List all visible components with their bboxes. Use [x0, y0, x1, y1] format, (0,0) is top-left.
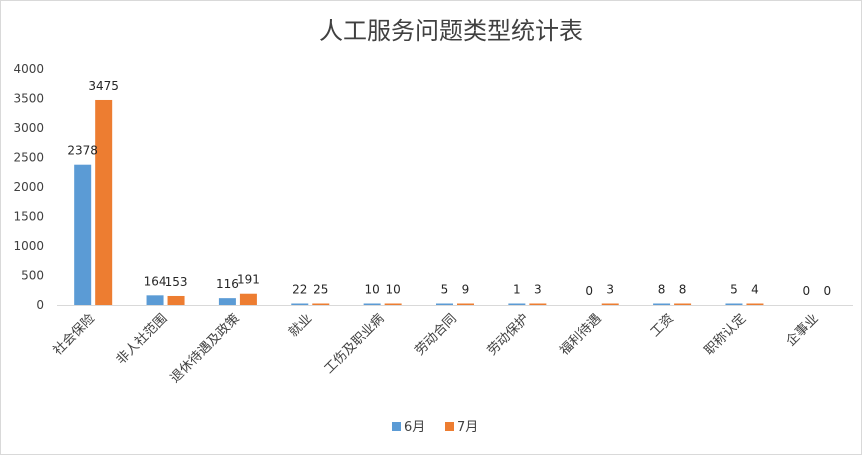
data-label: 1 — [513, 283, 521, 297]
y-tick-label: 1000 — [13, 239, 44, 253]
data-label: 3 — [606, 283, 614, 297]
legend-label: 7月 — [457, 420, 478, 435]
chart-title: 人工服务问题类型统计表 — [319, 17, 583, 45]
bar-jul — [674, 303, 692, 305]
bar-jun — [74, 164, 92, 305]
y-tick-label: 1500 — [13, 210, 44, 224]
category-label: 职称认定 — [702, 311, 749, 358]
bar-jun — [218, 298, 236, 305]
legend-swatch — [392, 422, 401, 431]
bar-jul — [601, 303, 619, 305]
data-label: 9 — [462, 283, 470, 297]
bar-jul — [95, 99, 113, 305]
bars — [74, 99, 764, 305]
bar-jul — [167, 295, 185, 305]
data-label: 25 — [313, 283, 328, 297]
data-label: 10 — [364, 283, 379, 297]
category-label: 非人社范围 — [113, 311, 170, 368]
data-label: 0 — [802, 284, 810, 298]
data-label: 5 — [441, 283, 449, 297]
data-label: 8 — [679, 283, 687, 297]
y-tick-label: 3500 — [13, 92, 44, 106]
y-tick-label: 0 — [36, 298, 44, 312]
y-tick-label: 500 — [21, 269, 44, 283]
data-label: 10 — [385, 283, 400, 297]
bar-jun — [653, 303, 671, 305]
category-label: 社会保险 — [50, 311, 98, 359]
data-label: 116 — [216, 277, 239, 291]
y-axis: 0 500 1000 1500 2000 2500 3000 3500 4000 — [13, 62, 44, 312]
category-label: 劳动合同 — [412, 311, 460, 359]
data-label: 0 — [585, 284, 593, 298]
legend-swatch — [445, 422, 454, 431]
bar-jun — [363, 303, 381, 305]
category-label: 企事业 — [783, 311, 822, 350]
bar-jun — [725, 303, 743, 305]
category-label: 福利待遇 — [557, 311, 604, 358]
data-label: 5 — [730, 283, 738, 297]
data-label: 164 — [144, 274, 167, 288]
data-label: 22 — [292, 283, 307, 297]
y-tick-label: 4000 — [13, 62, 44, 76]
data-label: 3475 — [88, 79, 119, 93]
legend-label: 6月 — [404, 420, 425, 435]
data-label: 153 — [165, 275, 188, 289]
data-label: 0 — [823, 284, 831, 298]
bar-jun — [146, 295, 164, 305]
bar-jul — [239, 293, 257, 305]
category-label: 劳动保护 — [484, 311, 532, 359]
bar-jul — [312, 303, 330, 305]
bar-jul — [746, 303, 764, 305]
category-label: 就业 — [286, 311, 315, 340]
bar-jun — [436, 303, 453, 305]
data-label: 4 — [751, 283, 759, 297]
y-tick-label: 3000 — [13, 121, 44, 135]
data-label: 3 — [534, 283, 542, 297]
data-label: 191 — [237, 273, 260, 287]
data-label: 8 — [658, 283, 666, 297]
legend: 6月 7月 — [392, 420, 478, 435]
bar-jul — [384, 303, 402, 305]
category-label: 工伤及职业病 — [322, 311, 388, 377]
y-tick-label: 2000 — [13, 180, 44, 194]
bar-jul — [529, 303, 547, 305]
category-label: 退休待遇及政策 — [167, 311, 243, 387]
bar-jul — [457, 303, 474, 305]
bar-jun — [291, 303, 309, 305]
category-label: 工资 — [648, 311, 677, 340]
bar-jun — [508, 303, 526, 305]
y-tick-label: 2500 — [13, 151, 44, 165]
data-label: 2378 — [67, 144, 98, 158]
